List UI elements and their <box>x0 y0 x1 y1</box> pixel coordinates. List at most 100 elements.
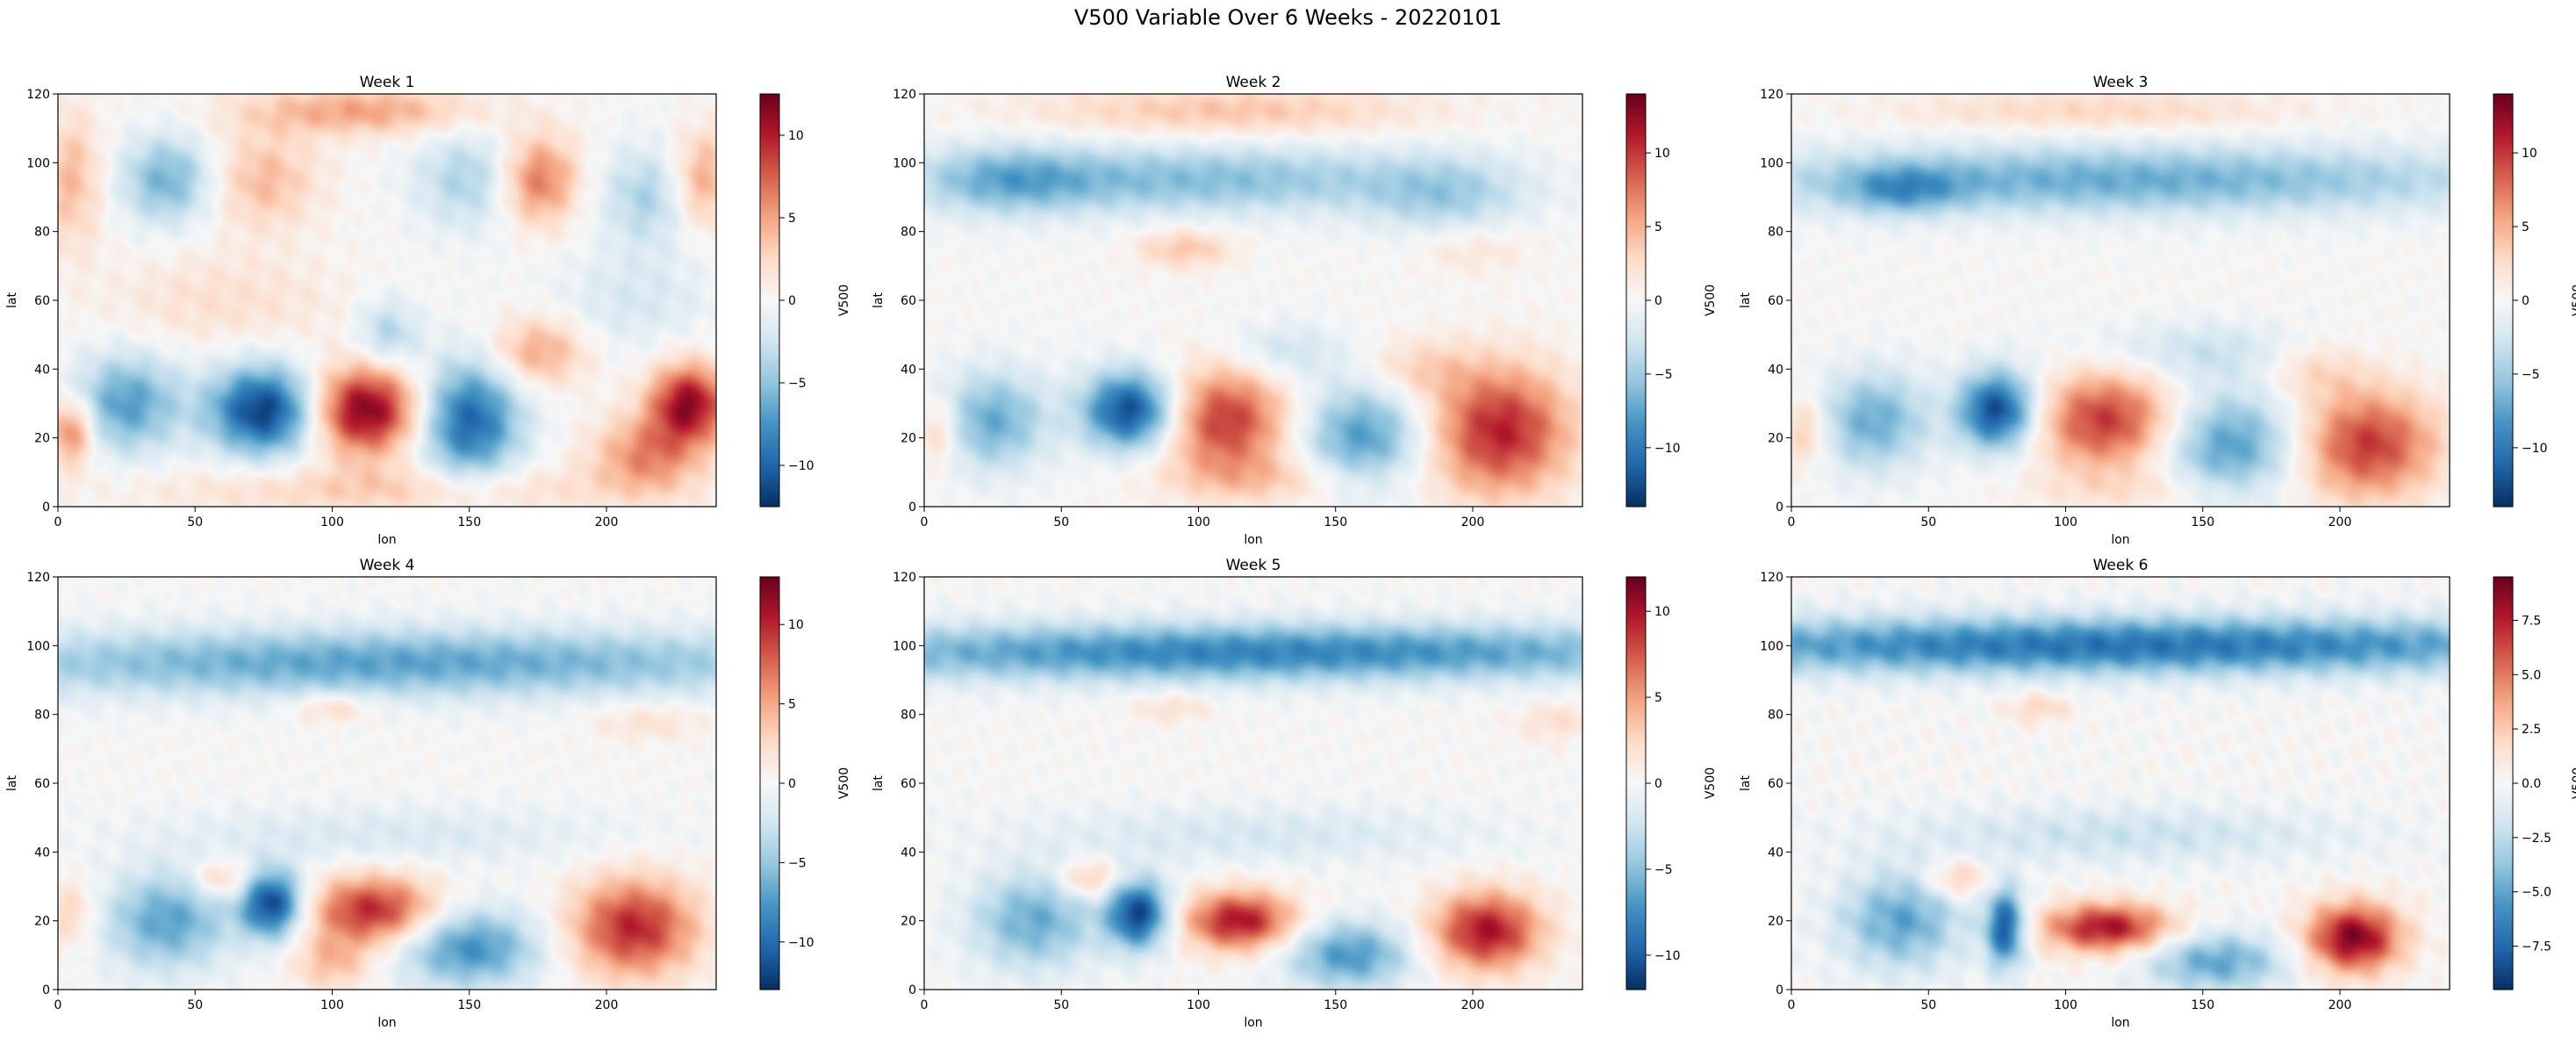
y-tick-label: 40 <box>34 846 50 860</box>
colorbar-tick-label: 0 <box>788 294 796 308</box>
colorbar-tick-label: 0.0 <box>2522 777 2541 791</box>
y-tick-label: 0 <box>1776 983 1783 997</box>
heatmap-panel-week-3: Week 30 50 100 150 200020406080100120lonlat−… <box>1739 74 2576 547</box>
colorbar-tick-label: 5 <box>1654 220 1662 234</box>
x-tick-label: 0 <box>921 998 929 1012</box>
y-tick-label: 60 <box>901 777 916 791</box>
x-axis-label: lon <box>377 533 396 547</box>
x-tick-label: 200 <box>595 515 619 529</box>
colorbar-tick-label: 10 <box>2522 147 2537 161</box>
colorbar-tick-label: −10 <box>1654 442 1681 456</box>
panel-title: Week 4 <box>360 557 415 574</box>
colorbar-tick-label: 5 <box>1654 691 1662 705</box>
x-tick-label: 200 <box>1461 515 1485 529</box>
colorbar-tick-label: 7.5 <box>2522 614 2541 628</box>
colorbar-tick-label: 5 <box>2522 220 2529 234</box>
y-tick-label: 0 <box>42 983 50 997</box>
y-tick-label: 20 <box>1768 432 1783 446</box>
y-tick-label: 40 <box>901 846 916 860</box>
x-tick-label: 100 <box>1187 998 1210 1012</box>
colorbar <box>1625 93 1647 508</box>
x-tick-label: 200 <box>1461 998 1485 1012</box>
x-tick-label: 0 <box>54 515 62 529</box>
x-tick-label: 100 <box>320 998 344 1012</box>
y-tick-label: 80 <box>901 226 916 240</box>
y-tick-label: 120 <box>893 571 916 585</box>
colorbar-tick-label: 10 <box>788 618 804 632</box>
y-tick-label: 80 <box>34 709 50 723</box>
y-axis-label: lat <box>1739 775 1753 791</box>
colorbar-label: V500 <box>1704 767 1718 799</box>
colorbar-tick-label: 2.5 <box>2522 723 2541 737</box>
colorbar-tick-label: 5.0 <box>2522 668 2541 682</box>
colorbar <box>759 576 780 990</box>
x-tick-label: 0 <box>1788 998 1796 1012</box>
y-tick-label: 100 <box>1760 639 1783 653</box>
y-tick-label: 40 <box>34 363 50 377</box>
y-tick-label: 0 <box>908 983 916 997</box>
colorbar-tick-label: −10 <box>788 459 814 473</box>
colorbar-label: V500 <box>837 284 851 316</box>
y-tick-label: 60 <box>1768 777 1783 791</box>
y-tick-label: 80 <box>901 709 916 723</box>
heatmap-panel-week-2: Week 20 50 100 150 200020406080100120lonlat−… <box>872 74 1718 547</box>
x-tick-label: 200 <box>2328 998 2352 1012</box>
colorbar-tick-label: −5 <box>1654 368 1673 382</box>
y-tick-label: 120 <box>26 88 50 102</box>
panel-title: Week 2 <box>1226 74 1281 91</box>
y-tick-label: 80 <box>34 226 50 240</box>
colorbar-tick-label: 10 <box>1654 147 1670 161</box>
colorbar-tick-label: 5 <box>788 698 796 712</box>
panel-title: Week 1 <box>360 74 415 91</box>
colorbar-tick-label: 10 <box>1654 605 1670 619</box>
y-axis-label: lat <box>872 292 886 308</box>
y-tick-label: 60 <box>34 294 50 308</box>
y-tick-label: 40 <box>901 363 916 377</box>
figure-title: V500 Variable Over 6 Weeks - 20220101 <box>1073 5 1503 30</box>
x-tick-label: 150 <box>2191 998 2214 1012</box>
x-tick-label: 150 <box>457 515 481 529</box>
y-tick-label: 40 <box>1768 363 1783 377</box>
x-tick-label: 50 <box>1053 998 1069 1012</box>
y-tick-label: 100 <box>893 639 916 653</box>
heatmap-panel-week-5: Week 50 50 100 150 200020406080100120lonlat−… <box>872 557 1718 1030</box>
y-tick-label: 60 <box>1768 294 1783 308</box>
y-tick-label: 120 <box>1760 88 1783 102</box>
colorbar-tick-label: −5 <box>1654 863 1673 877</box>
y-tick-label: 100 <box>893 156 916 170</box>
x-tick-label: 150 <box>1324 515 1347 529</box>
colorbar-tick-label: 10 <box>788 129 804 143</box>
x-tick-label: 100 <box>1187 515 1210 529</box>
x-tick-label: 150 <box>1324 998 1347 1012</box>
y-tick-label: 120 <box>26 571 50 585</box>
y-tick-label: 0 <box>1776 500 1783 515</box>
heatmap-panel-week-4: Week 40 50 100 150 200020406080100120lonlat−… <box>5 557 851 1030</box>
x-tick-label: 0 <box>921 515 929 529</box>
x-tick-label: 100 <box>2054 998 2077 1012</box>
x-tick-label: 50 <box>1053 515 1069 529</box>
y-tick-label: 100 <box>26 639 50 653</box>
y-axis-label: lat <box>872 775 886 791</box>
x-tick-label: 50 <box>187 998 203 1012</box>
x-tick-label: 200 <box>595 998 619 1012</box>
colorbar <box>1625 576 1647 990</box>
y-tick-label: 40 <box>1768 846 1783 860</box>
y-tick-label: 0 <box>42 500 50 515</box>
panel-title: Week 3 <box>2093 74 2149 91</box>
colorbar-tick-label: −10 <box>788 936 814 950</box>
colorbar <box>759 93 780 508</box>
colorbar-tick-label: −10 <box>2522 442 2548 456</box>
heatmap-field <box>1791 94 2450 507</box>
colorbar-label: V500 <box>2571 767 2576 799</box>
colorbar-tick-label: −5 <box>2522 368 2540 382</box>
y-tick-label: 80 <box>1768 226 1783 240</box>
y-tick-label: 20 <box>901 432 916 446</box>
colorbar-tick-label: −5 <box>788 856 807 870</box>
y-tick-label: 60 <box>901 294 916 308</box>
x-axis-label: lon <box>377 1016 396 1030</box>
x-tick-label: 50 <box>1920 515 1936 529</box>
x-tick-label: 150 <box>2191 515 2214 529</box>
colorbar-tick-label: −2.5 <box>2522 832 2551 846</box>
y-axis-label: lat <box>5 775 19 791</box>
